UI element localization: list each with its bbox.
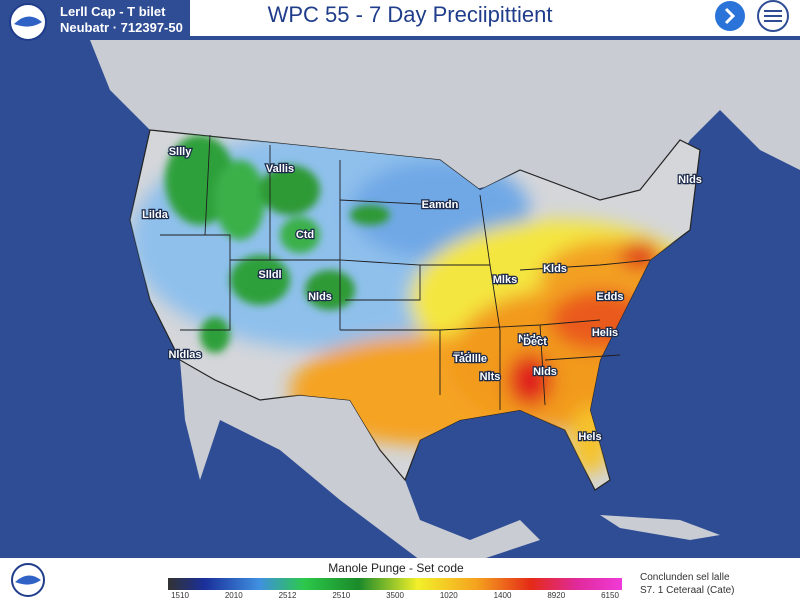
footer-logo-mark <box>15 575 41 585</box>
legend-tick-label: 6150 <box>601 591 619 600</box>
state-borders <box>160 134 651 410</box>
agency-line-1: Lerll Cap - T bilet <box>60 4 166 19</box>
legend-tick-label: 1510 <box>171 591 189 600</box>
legend-tick-label: 2512 <box>279 591 297 600</box>
legend-ticks: 1510 2010 2512 2510 3500 1020 1400 8920 6150 <box>171 591 619 600</box>
page-title: WPC 55 - 7 Day Preciipittient <box>268 2 553 27</box>
state-label: Sllly <box>169 146 193 158</box>
legend-tick-label: 2510 <box>332 591 350 600</box>
logo-mark <box>14 16 42 27</box>
legend-color-bar <box>168 578 622 590</box>
state-label: Lilda <box>142 209 169 221</box>
land-canada <box>90 40 800 220</box>
state-label: Nlds <box>308 291 332 303</box>
agency-line-2: Neubatr · 712397-50 <box>60 20 183 35</box>
legend-note-2: S7. 1 Ceteraal (Cate) <box>640 585 735 596</box>
state-label: Nlts <box>480 371 501 383</box>
state-labels: Sllly Vallis Lilda Ctd Slldl Nlds Nldlas Eamdn M… <box>141 145 703 445</box>
legend-note-1: Conclunden sel lalle <box>640 572 730 583</box>
legend-title: Manole Punge - Set code <box>328 561 464 575</box>
legend-tick-label: 3500 <box>386 591 404 600</box>
land-mexico <box>180 360 540 560</box>
legend-tick-label: 1400 <box>494 591 512 600</box>
state-label: Tlds <box>454 351 477 363</box>
state-label: Dect <box>523 336 547 348</box>
state-label: Nlde <box>518 333 542 345</box>
state-label: Hels <box>578 431 601 443</box>
state-label: Ctd <box>296 229 314 241</box>
state-label: Tadllle <box>453 353 487 365</box>
legend-tick-label: 8920 <box>547 591 565 600</box>
menu-button[interactable] <box>757 0 789 32</box>
legend-tick-label: 2010 <box>225 591 243 600</box>
state-label: Edds <box>597 291 624 303</box>
next-button[interactable] <box>715 1 745 31</box>
state-label: Vallis <box>266 163 294 175</box>
state-label: Nlds <box>678 174 702 186</box>
land-island <box>600 515 720 540</box>
legend-tick-label: 1020 <box>440 591 458 600</box>
state-label: Eamdn <box>422 199 459 211</box>
state-label: Helis <box>592 327 618 339</box>
state-label: Slldl <box>258 269 281 281</box>
state-label: Mlks <box>493 274 517 286</box>
state-label: Nlds <box>533 366 557 378</box>
precip-layer <box>130 130 700 475</box>
state-label: Nldlas <box>168 349 201 361</box>
state-label: Klds <box>543 263 567 275</box>
